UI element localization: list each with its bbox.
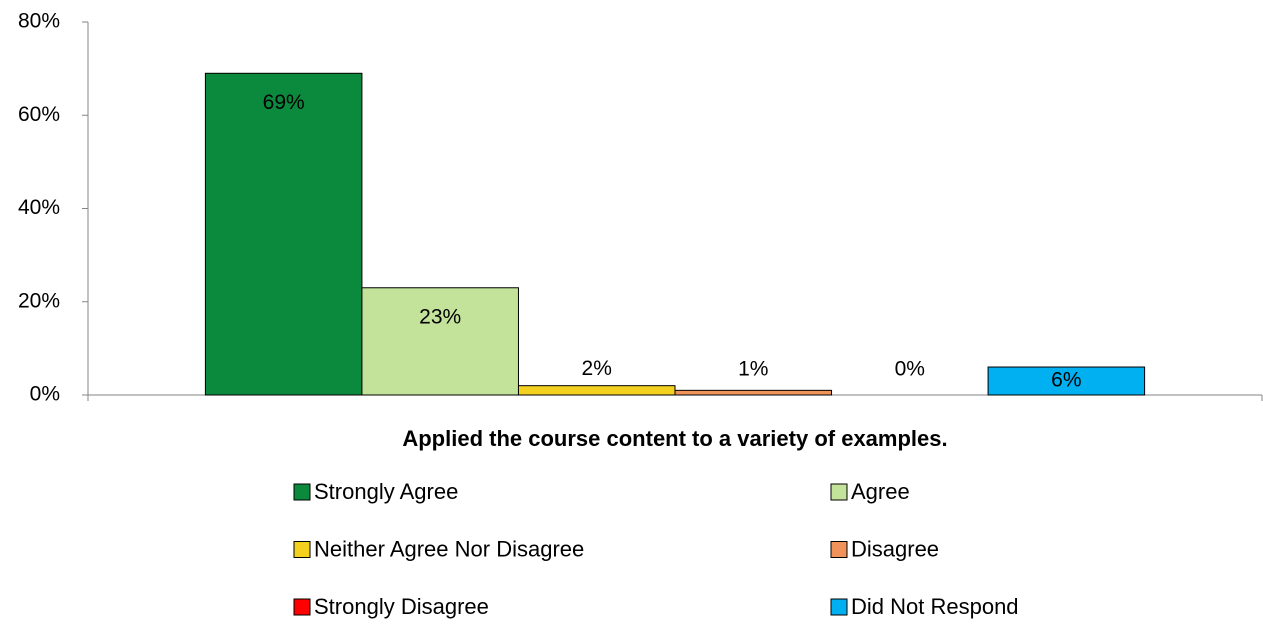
y-tick-label: 0% [30,383,60,406]
y-tick-label: 20% [18,289,60,312]
legend-swatch [293,598,311,616]
legend-swatch [293,541,311,558]
bar [517,385,676,396]
legend-swatch [293,483,311,501]
legend-swatch [830,483,848,501]
data-label: 69% [263,91,305,114]
legend-swatch [830,541,848,558]
y-tick-label: 40% [18,196,60,219]
legend-label: Disagree [851,536,939,561]
legend-label: Strongly Agree [314,479,458,504]
legend-label: Strongly Disagree [314,594,489,619]
data-label: 23% [419,305,461,328]
bar [361,287,519,396]
data-label: 1% [738,358,768,381]
legend-label: Agree [851,479,910,504]
legend-swatch [830,598,848,616]
bar [674,389,833,396]
legend-label: Did Not Respond [851,594,1019,619]
data-label: 0% [895,358,925,381]
bar [987,366,1146,396]
bar [204,72,363,396]
legend-label: Neither Agree Nor Disagree [314,536,584,561]
x-tick-label: Applied the course content to a variety … [402,426,947,451]
y-tick-label: 80% [18,10,60,33]
data-label: 6% [1051,369,1081,392]
y-tick-label: 60% [18,103,60,126]
data-label: 2% [582,357,612,380]
